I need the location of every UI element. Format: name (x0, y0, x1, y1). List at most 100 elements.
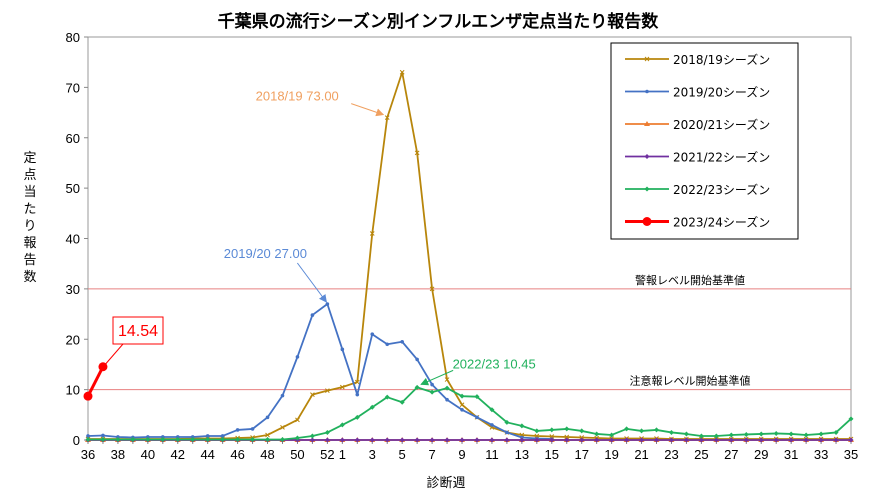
data-point (175, 435, 180, 439)
annotation-leader (104, 343, 124, 366)
data-point (205, 436, 211, 442)
data-point (414, 384, 420, 390)
x-tick-label: 48 (260, 447, 274, 462)
data-point (325, 302, 330, 306)
data-point (115, 436, 121, 442)
y-tick-label: 70 (66, 80, 80, 95)
data-point (534, 437, 540, 443)
data-point (399, 69, 405, 75)
data-point (324, 429, 330, 435)
data-point (644, 121, 650, 126)
legend-label: 2023/24シーズン (673, 215, 770, 230)
x-tick-label: 7 (428, 447, 435, 462)
data-point (295, 417, 300, 423)
y-tick-label: 0 (73, 433, 80, 448)
x-tick-label: 1 (339, 447, 346, 462)
data-point (324, 437, 330, 443)
legend-label: 2019/20シーズン (673, 85, 770, 100)
threshold-label: 警報レベル開始基準値 (635, 273, 745, 287)
data-point (250, 427, 255, 431)
data-point (683, 431, 689, 437)
y-tick-label: 40 (66, 232, 80, 247)
data-point (205, 434, 210, 438)
data-point (310, 392, 315, 398)
data-point (444, 377, 450, 382)
legend-label: 2018/19シーズン (673, 52, 770, 67)
data-point (145, 436, 151, 442)
legend-item: 2021/22シーズン (625, 150, 770, 165)
data-point (654, 437, 660, 443)
series-5 (83, 362, 108, 401)
data-point (339, 437, 345, 443)
data-point (833, 437, 839, 443)
y-tick-label: 30 (66, 282, 80, 297)
data-point (683, 437, 689, 443)
data-point (848, 416, 854, 422)
y-axis-title-char: 当 (23, 185, 36, 200)
x-tick-label: 50 (290, 447, 304, 462)
data-point (280, 393, 285, 398)
data-point (519, 437, 525, 443)
data-point (743, 437, 749, 443)
data-point (235, 428, 240, 432)
data-point (101, 433, 105, 438)
data-point (354, 379, 360, 385)
data-point (444, 437, 450, 443)
data-point (645, 89, 649, 94)
data-point (384, 437, 390, 443)
data-point (339, 422, 345, 428)
data-point (639, 437, 645, 443)
data-point (400, 339, 404, 344)
data-point (668, 429, 674, 435)
data-point (743, 431, 749, 437)
data-point (355, 392, 360, 397)
threshold-label: 注意報レベル開始基準値 (630, 374, 751, 388)
data-point (713, 437, 719, 443)
annotation-arrow (296, 262, 327, 303)
data-point (430, 382, 434, 387)
data-point (160, 436, 166, 442)
data-point (644, 154, 650, 159)
data-point (369, 231, 375, 236)
legend-label: 2021/22シーズン (673, 150, 770, 165)
x-tick-label: 19 (604, 447, 618, 462)
data-point (83, 391, 93, 401)
x-tick-label: 21 (634, 447, 648, 462)
data-point (429, 437, 435, 443)
x-axis-ticks: 36 38 40 42 44 46 48 50 52 1 3 5 7 9 11 13 15 17 19 21 23 25 2… (81, 440, 858, 462)
data-point (728, 437, 734, 443)
data-point (415, 357, 419, 362)
legend-label: 2020/21シーズン (673, 117, 770, 132)
y-axis-title-char: 点 (23, 168, 36, 183)
data-point (459, 393, 465, 399)
data-point (475, 415, 479, 420)
data-point (325, 388, 330, 393)
data-point (474, 437, 480, 443)
y-tick-label: 20 (66, 332, 80, 347)
series-line (88, 386, 852, 441)
data-point (848, 437, 854, 443)
data-point (369, 437, 375, 443)
y-tick-label: 10 (66, 383, 80, 398)
legend-item: 2023/24シーズン (625, 215, 770, 230)
data-point (414, 437, 420, 443)
data-point (414, 150, 420, 156)
data-point (310, 313, 315, 317)
legend-box (610, 42, 799, 240)
y-axis-title-char: り (23, 219, 36, 234)
y-axis-title-char: た (23, 202, 36, 217)
data-point (339, 384, 345, 390)
x-tick-label: 44 (200, 447, 214, 462)
data-point (713, 433, 719, 439)
x-tick-label: 9 (458, 447, 465, 462)
series-line (88, 71, 851, 440)
data-point (609, 432, 615, 438)
data-point (250, 436, 256, 442)
data-point (100, 436, 106, 442)
data-point (354, 414, 360, 420)
data-point (384, 115, 390, 120)
data-point (639, 428, 645, 434)
data-point (534, 428, 540, 434)
